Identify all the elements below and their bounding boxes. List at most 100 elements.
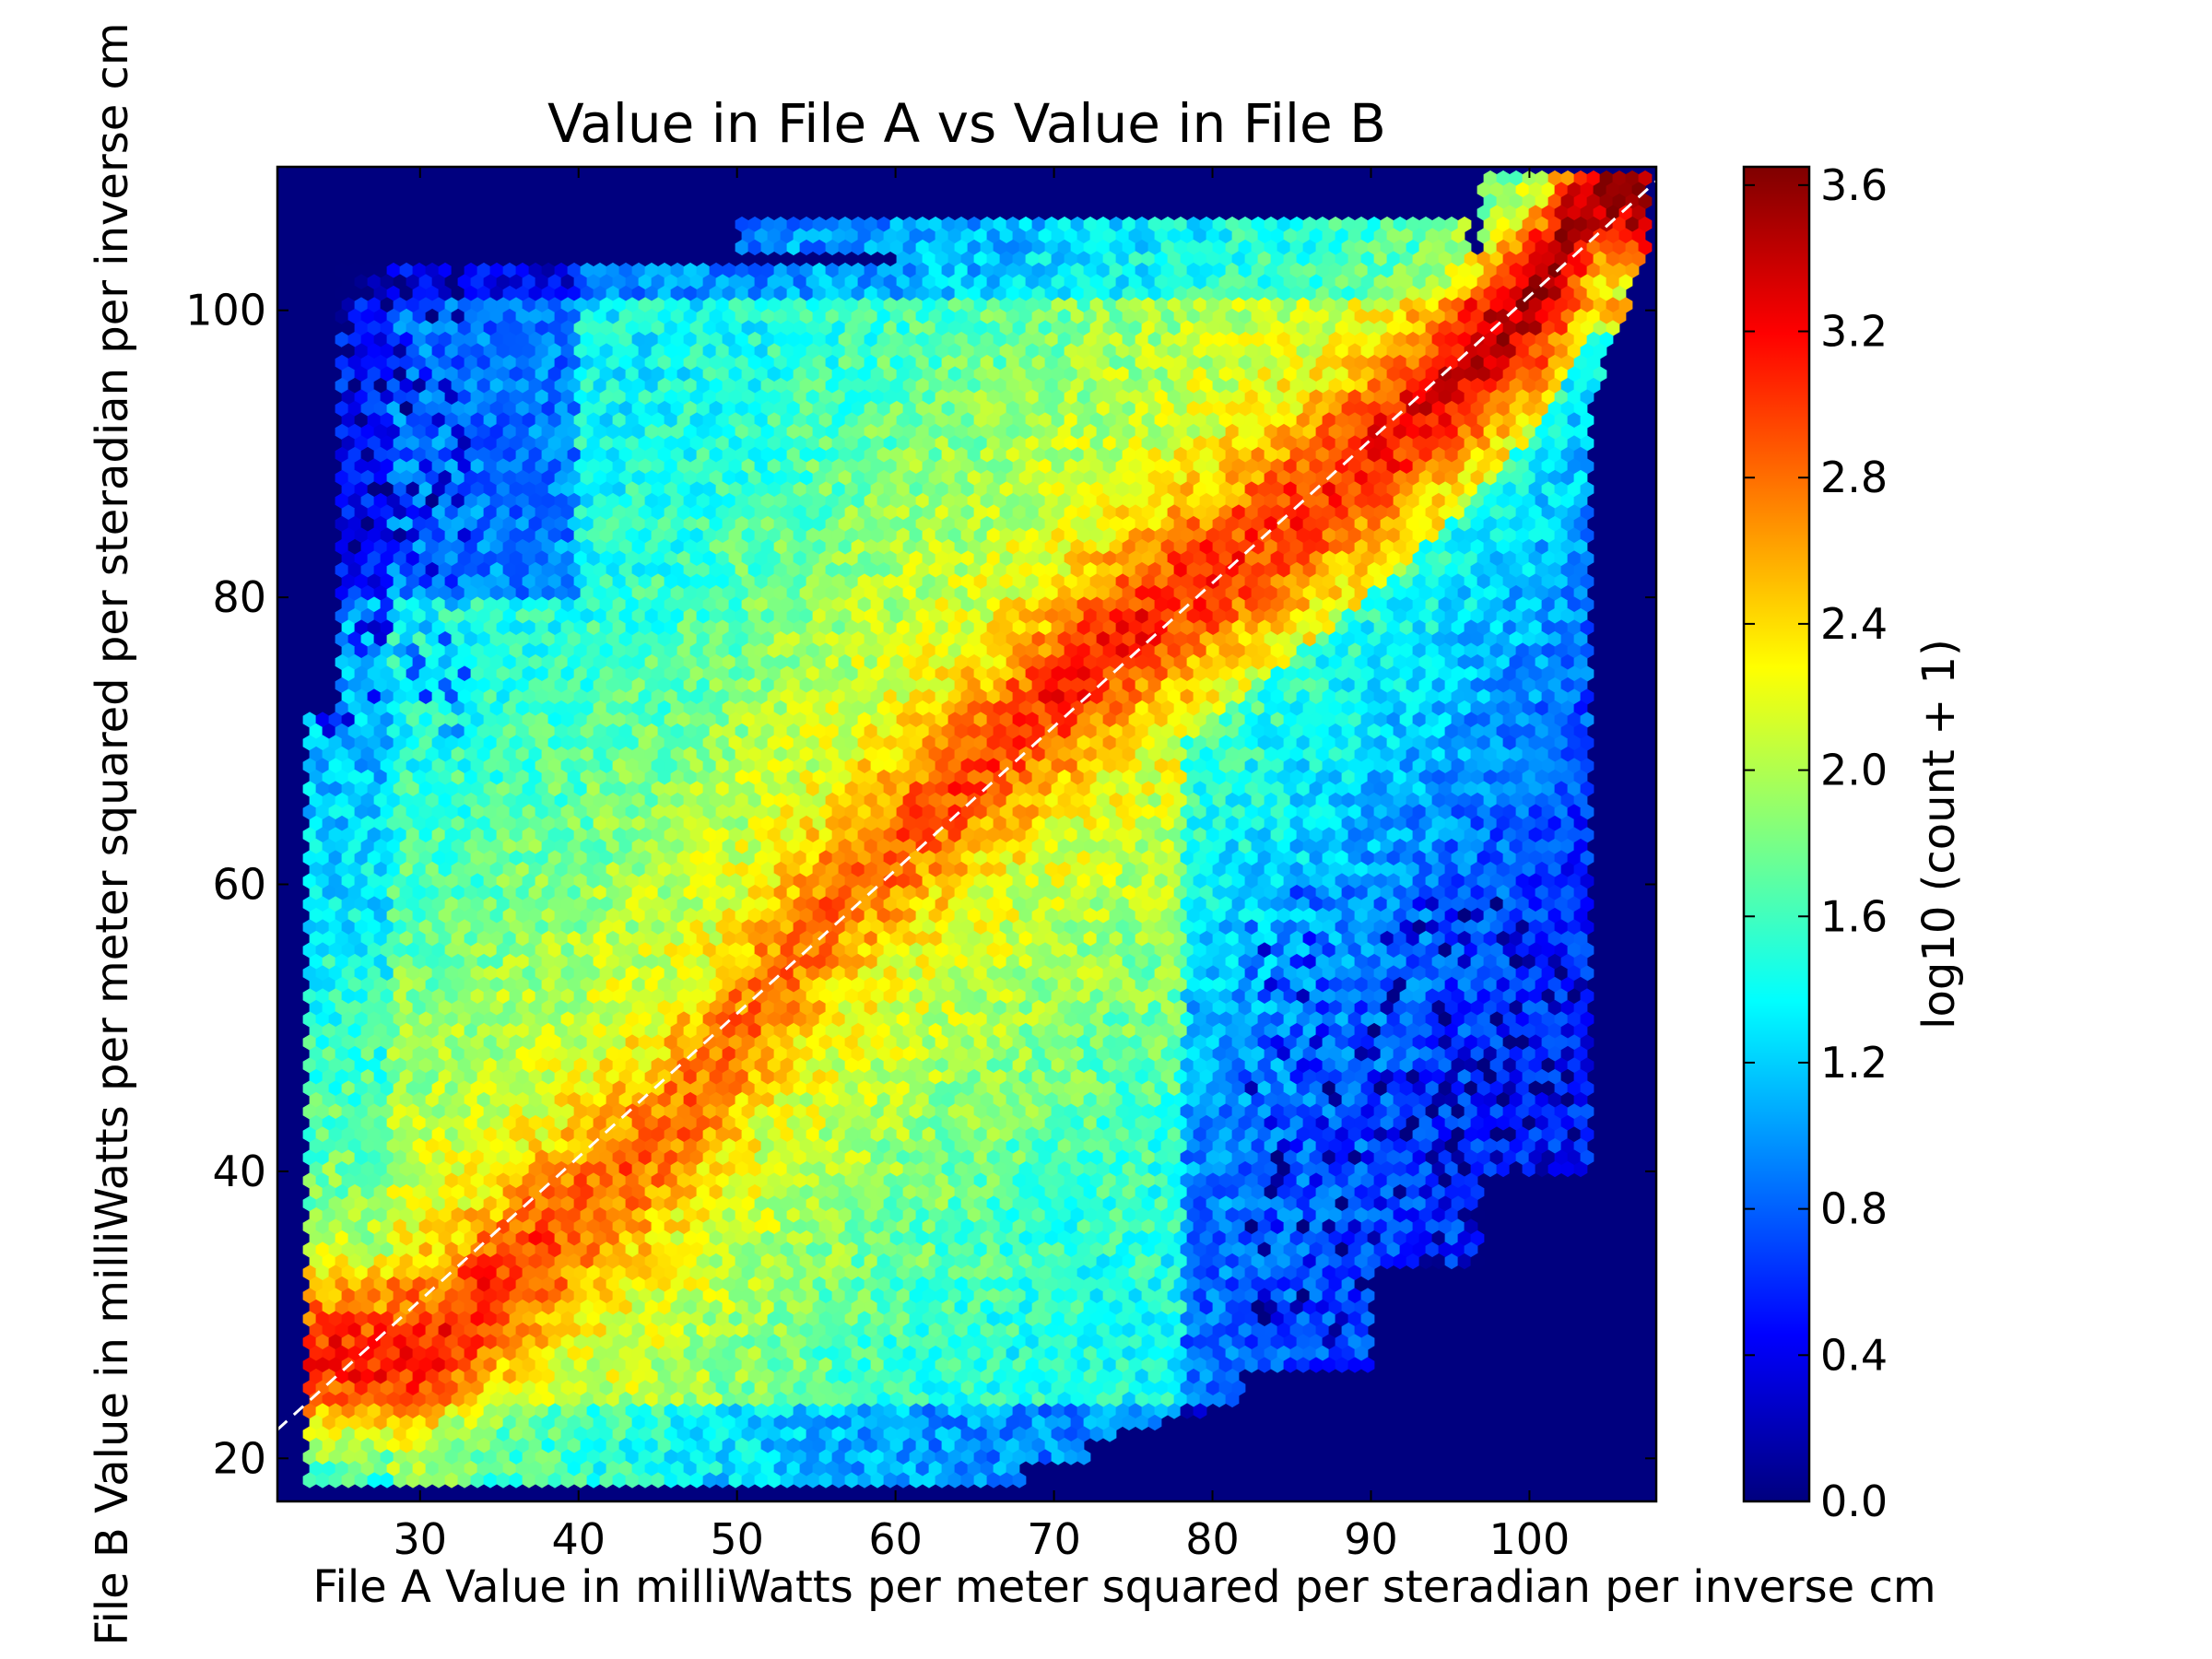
hex-cell — [722, 308, 736, 325]
hex-cell — [638, 297, 653, 313]
hex-cell — [444, 343, 459, 359]
hex-cell — [509, 320, 524, 336]
hex-cell — [1535, 193, 1549, 210]
hex-cell — [709, 308, 724, 325]
hex-cell — [431, 320, 446, 336]
hex-cell — [973, 251, 988, 267]
hex-cell — [1341, 285, 1356, 302]
hex-cell — [1199, 354, 1214, 371]
hex-cell — [870, 228, 885, 244]
hex-cell — [547, 320, 562, 336]
hex-cell — [464, 308, 478, 325]
hex-cell — [444, 297, 459, 313]
hex-cell — [773, 400, 788, 418]
hex-cell — [528, 354, 543, 371]
hex-cell — [560, 343, 575, 359]
hex-cell — [1509, 285, 1524, 302]
hex-cell — [1296, 297, 1311, 313]
chart-title: Value in File A vs Value in File B — [547, 92, 1386, 155]
hex-cell — [606, 400, 620, 418]
hex-cell — [986, 343, 1001, 359]
hex-cell — [799, 239, 814, 256]
hex-cell — [1147, 354, 1162, 371]
hex-cell — [786, 262, 801, 279]
hex-cell — [1373, 297, 1388, 313]
hex-cell — [1580, 343, 1594, 359]
hex-cell — [741, 343, 756, 359]
hex-cell — [1541, 297, 1556, 313]
hex-cell — [1154, 320, 1169, 336]
hex-cell — [1567, 366, 1582, 382]
hex-cell — [677, 343, 691, 359]
hex-cell — [1096, 285, 1111, 302]
hex-cell — [1025, 228, 1040, 244]
hex-cell — [1283, 297, 1298, 313]
hex-cell — [464, 331, 478, 348]
hex-cell — [1560, 239, 1575, 256]
hex-cell — [425, 377, 440, 394]
hex-cell — [1102, 228, 1117, 244]
hex-cell — [806, 228, 820, 244]
hex-cell — [1586, 331, 1601, 348]
hex-cell — [1612, 285, 1627, 302]
hex-cell — [722, 354, 736, 371]
hex-cell — [1380, 308, 1394, 325]
hex-cell — [1025, 389, 1040, 406]
hex-cell — [1096, 239, 1111, 256]
hex-cell — [489, 331, 504, 348]
hex-cell — [515, 285, 530, 302]
hex-cell — [360, 285, 375, 302]
hex-cell — [980, 285, 994, 302]
hex-cell — [547, 297, 562, 313]
hex-cell — [425, 285, 440, 302]
hex-cell — [554, 331, 569, 348]
hex-cell — [818, 228, 833, 244]
hex-cell — [1560, 331, 1575, 348]
hex-cell — [896, 320, 911, 336]
hex-cell — [947, 366, 962, 382]
hex-cell — [386, 308, 401, 325]
hex-cell — [1044, 285, 1059, 302]
hex-cell — [1154, 228, 1169, 244]
hex-cell — [573, 320, 588, 336]
hex-cell — [1425, 320, 1440, 336]
hex-cell — [541, 331, 556, 348]
hex-cell — [1006, 262, 1020, 279]
hex-cell — [786, 331, 801, 348]
hex-cell — [812, 285, 827, 302]
hex-cell — [1083, 331, 1098, 348]
hex-cell — [1367, 308, 1382, 325]
hex-cell — [1128, 297, 1143, 313]
hex-cell — [1160, 354, 1175, 371]
hex-cell — [1380, 354, 1394, 371]
hex-cell — [1444, 239, 1459, 256]
hex-cell — [941, 262, 956, 279]
hex-cell — [702, 366, 717, 382]
hex-cell — [1496, 193, 1511, 210]
hex-cell — [547, 343, 562, 359]
hex-cell — [1451, 389, 1465, 406]
hex-cell — [1535, 216, 1549, 233]
hex-cell — [470, 389, 485, 406]
hex-cell — [1451, 343, 1465, 359]
hex-cell — [1457, 331, 1472, 348]
hex-cell — [1438, 228, 1453, 244]
hex-cell — [644, 262, 659, 279]
hex-cell — [367, 389, 382, 406]
hex-cell — [438, 331, 453, 348]
hex-cell — [1186, 308, 1201, 325]
hex-cell — [425, 262, 440, 279]
hex-cell — [960, 251, 975, 267]
hex-cell — [825, 400, 840, 418]
hex-cell — [831, 297, 846, 313]
hex-cell — [967, 308, 982, 325]
hex-cell — [1547, 239, 1562, 256]
hex-cell — [683, 331, 698, 348]
hex-cell — [1399, 320, 1414, 336]
hex-cell — [1393, 262, 1407, 279]
hex-cell — [999, 320, 1014, 336]
hex-cell — [1418, 239, 1433, 256]
hex-cell — [1264, 400, 1278, 418]
hex-cell — [1612, 216, 1627, 233]
hex-cell — [1547, 216, 1562, 233]
